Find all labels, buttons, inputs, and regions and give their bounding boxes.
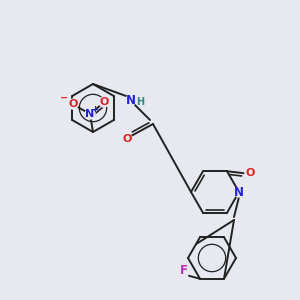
Text: N: N [126,94,136,106]
Text: O: O [99,97,109,107]
Circle shape [122,134,132,144]
Circle shape [68,99,78,109]
Circle shape [234,187,244,197]
Text: H: H [136,97,144,107]
Text: O: O [245,168,255,178]
Text: O: O [68,99,78,109]
Text: O: O [122,134,132,144]
Text: F: F [180,264,188,277]
Circle shape [126,95,136,105]
Circle shape [245,168,255,178]
Text: +: + [92,106,98,115]
Circle shape [99,97,109,107]
Text: −: − [60,93,68,103]
Circle shape [179,266,189,276]
Text: N: N [85,109,94,119]
Circle shape [85,109,95,119]
Text: N: N [234,185,244,199]
